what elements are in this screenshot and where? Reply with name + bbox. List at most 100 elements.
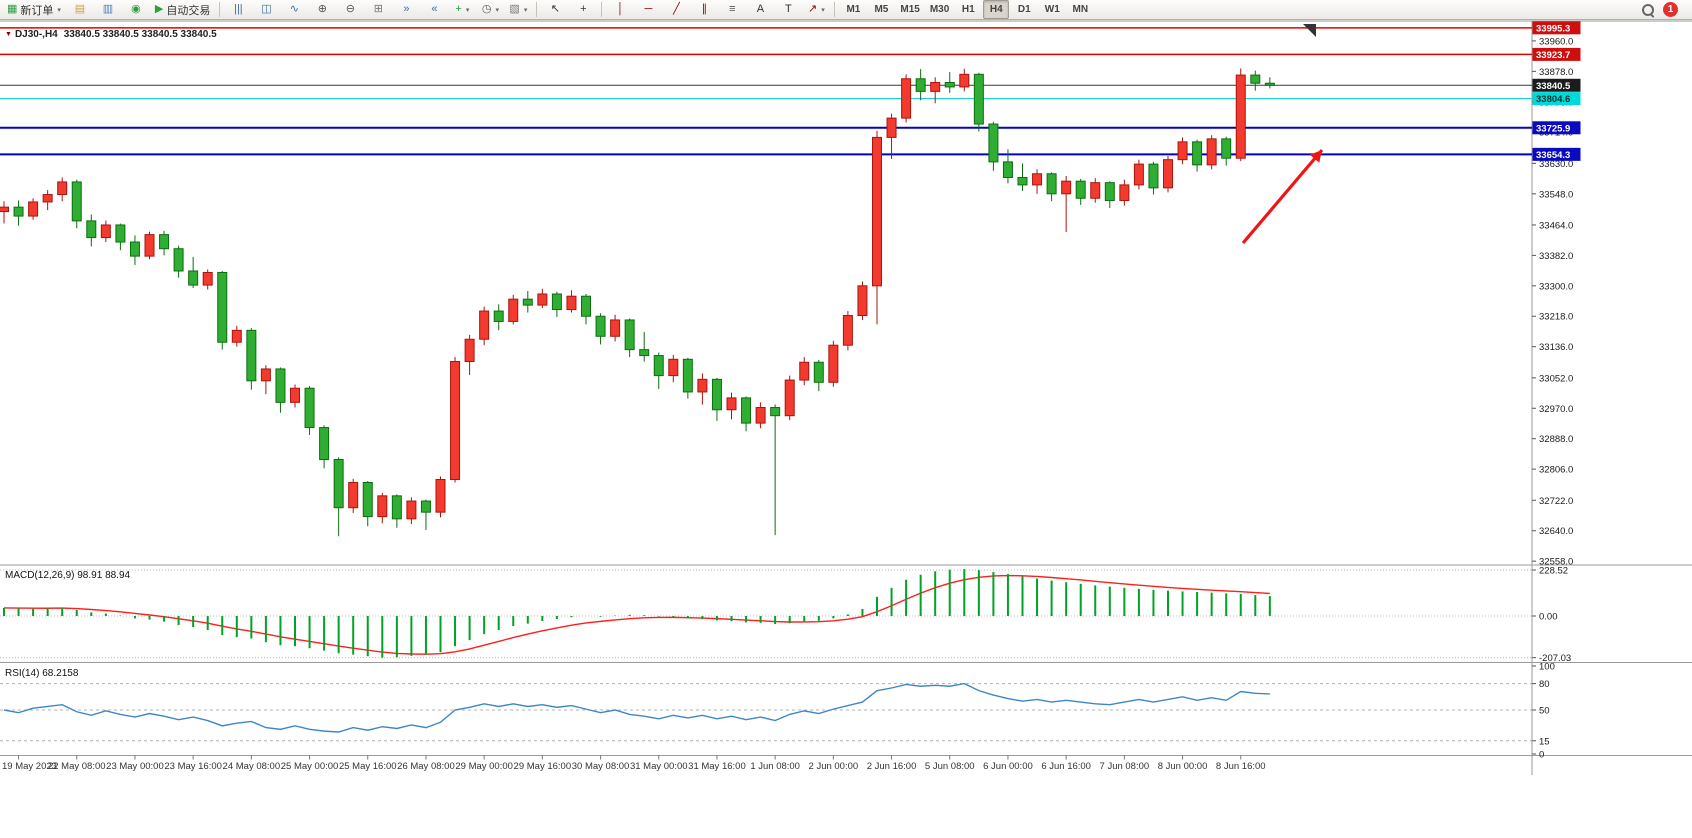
toolbar-buttons: ▦ 新订单 ▾ ▤ ▥ ◉ ▶ 自动交易 ||| ◫ ∿ ⊕ ⊖ ⊞» «+ ▾ ◷ ▾ ▧ ▾ ↖ + │ ─ ╱ ∥ ≡ A T ↗ ▾… (2, 0, 1094, 19)
timeframe-m30[interactable]: M30 (926, 0, 953, 19)
community-icon[interactable]: ◉ (123, 0, 149, 19)
line-chart-icon[interactable]: ∿ (281, 0, 307, 19)
svg-text:50: 50 (1539, 706, 1550, 717)
vertical-line-icon[interactable]: │ (607, 0, 633, 19)
macd-histogram (3, 569, 1271, 658)
time-axis-label: 8 Jun 16:00 (1216, 761, 1266, 772)
dropdown-arrow-icon: ▾ (495, 6, 499, 14)
timeframe-d1[interactable]: D1 (1011, 0, 1037, 19)
price-label-33923.7: 33923.7 (1532, 47, 1581, 61)
time-axis-label: 25 May 16:00 (339, 761, 397, 772)
text-icon[interactable]: A (747, 0, 773, 19)
chart-shift-icon-glyph: « (431, 3, 438, 15)
time-axis-label: 19 May 2023 (2, 761, 57, 772)
bar-chart-icon[interactable]: ||| (225, 0, 251, 19)
timeframe-w1-label: W1 (1044, 4, 1060, 15)
price-label-33840.5: 33840.5 (1532, 78, 1581, 92)
horizontal-line-icon[interactable]: ─ (635, 0, 661, 19)
indicators-icon[interactable]: + ▾ (449, 0, 475, 19)
time-axis-label: 24 May 08:00 (223, 761, 281, 772)
cursor-icon[interactable]: ↖ (542, 0, 568, 19)
rsi-line (3, 682, 1270, 733)
timeframe-m15[interactable]: M15 (896, 0, 923, 19)
candlestick-chart-icon[interactable]: ◫ (253, 0, 279, 19)
autotrade-button-label: 自动交易 (166, 4, 211, 17)
arrows-icon[interactable]: ↗ ▾ (803, 0, 829, 19)
auto-scroll-icon[interactable]: » (393, 0, 419, 19)
time-axis-label: 7 Jun 08:00 (1100, 761, 1150, 772)
new-order-button[interactable]: ▦ 新订单 ▾ (3, 0, 65, 19)
timeframe-mn[interactable]: MN (1067, 0, 1093, 19)
trendline-icon-glyph: ╱ (673, 3, 680, 15)
macd-pane: 228.52 0.00 -207.03 (0, 565, 1571, 664)
svg-text:32970.0: 32970.0 (1539, 404, 1573, 415)
trend-arrow-annotation[interactable] (1241, 148, 1324, 245)
time-axis-label: 31 May 00:00 (630, 761, 688, 772)
search-icon[interactable] (1642, 3, 1654, 16)
crosshair-icon[interactable]: + (570, 0, 596, 19)
svg-text:32806.0: 32806.0 (1539, 465, 1573, 476)
timeframe-m1-label: M1 (846, 4, 861, 15)
timeframe-m5[interactable]: M5 (868, 0, 894, 19)
time-axis-label: 8 Jun 00:00 (1158, 761, 1208, 772)
community-icon-glyph: ◉ (131, 3, 141, 15)
bar-chart-icon-glyph: ||| (234, 3, 243, 15)
periods-icon[interactable]: ◷ ▾ (477, 0, 503, 19)
dropdown-arrow-icon: ▾ (57, 6, 61, 14)
time-axis-label: 23 May 00:00 (106, 761, 164, 772)
toolbar-right: 1 (1642, 2, 1690, 17)
dropdown-arrow-icon: ▾ (465, 6, 470, 14)
horizontal-line-icon-glyph: ─ (644, 3, 653, 15)
label-icon[interactable]: T (775, 0, 801, 19)
arrows-icon-glyph: ↗ (808, 3, 818, 15)
trendline-icon[interactable]: ╱ (663, 0, 689, 19)
chart-window: 33960.033878.033796.033714.033630.033548… (0, 20, 1692, 838)
price-label-33804.6: 33804.6 (1532, 92, 1581, 106)
candlestick-chart-icon-glyph: ◫ (261, 3, 272, 15)
svg-text:32722.0: 32722.0 (1539, 496, 1573, 507)
candlesticks (0, 68, 1275, 537)
window-frame (0, 20, 1692, 775)
time-axis-label: 6 Jun 00:00 (983, 761, 1033, 772)
svg-text:33630.0: 33630.0 (1539, 159, 1573, 170)
zoom-out-icon[interactable]: ⊖ (337, 0, 363, 19)
chart-canvas[interactable]: 33960.033878.033796.033714.033630.033548… (0, 20, 1692, 838)
channel-icon[interactable]: ∥ (691, 0, 717, 19)
svg-text:33136.0: 33136.0 (1539, 342, 1573, 353)
tile-windows-icon[interactable]: ⊞ (365, 0, 391, 19)
fibonacci-icon[interactable]: ≡ (719, 0, 745, 19)
svg-text:100: 100 (1539, 662, 1555, 673)
svg-text:33878.0: 33878.0 (1539, 67, 1573, 78)
svg-text:0: 0 (1539, 750, 1544, 761)
timeframe-w1[interactable]: W1 (1039, 0, 1065, 19)
time-axis-label: 22 May 08:00 (48, 761, 106, 772)
svg-text:33840.5: 33840.5 (1536, 81, 1571, 92)
time-axis-label: 29 May 16:00 (514, 761, 572, 772)
svg-text:32888.0: 32888.0 (1539, 434, 1573, 445)
print-icon-glyph: ▥ (102, 3, 114, 15)
cursor-icon-glyph: ↖ (550, 3, 560, 15)
timeframe-h1[interactable]: H1 (955, 0, 981, 19)
chart-shift-icon[interactable]: « (421, 0, 447, 19)
text-icon-glyph: A (756, 3, 765, 15)
chart-shift-marker[interactable] (1303, 24, 1316, 37)
zoom-in-icon[interactable]: ⊕ (309, 0, 335, 19)
svg-text:33052.0: 33052.0 (1539, 373, 1573, 384)
templates-icon[interactable]: ▧ ▾ (505, 0, 531, 19)
timeframe-m1[interactable]: M1 (840, 0, 866, 19)
svg-text:15: 15 (1539, 736, 1550, 747)
price-label-33995.3: 33995.3 (1532, 21, 1581, 35)
svg-text:33464.0: 33464.0 (1539, 220, 1573, 231)
svg-text:33725.9: 33725.9 (1536, 123, 1570, 134)
print-icon[interactable]: ▥ (95, 0, 121, 19)
depth-of-market-icon-glyph: ▤ (74, 3, 86, 15)
autotrade-button[interactable]: ▶ 自动交易 (151, 0, 214, 19)
timeframe-h4[interactable]: H4 (983, 0, 1010, 19)
time-axis-label: 29 May 00:00 (455, 761, 513, 772)
toolbar-separator (601, 2, 603, 17)
periods-icon-glyph: ◷ (481, 3, 492, 15)
time-axis-label: 31 May 16:00 (688, 761, 746, 772)
notification-badge[interactable]: 1 (1663, 2, 1678, 17)
depth-of-market-icon[interactable]: ▤ (67, 0, 93, 19)
